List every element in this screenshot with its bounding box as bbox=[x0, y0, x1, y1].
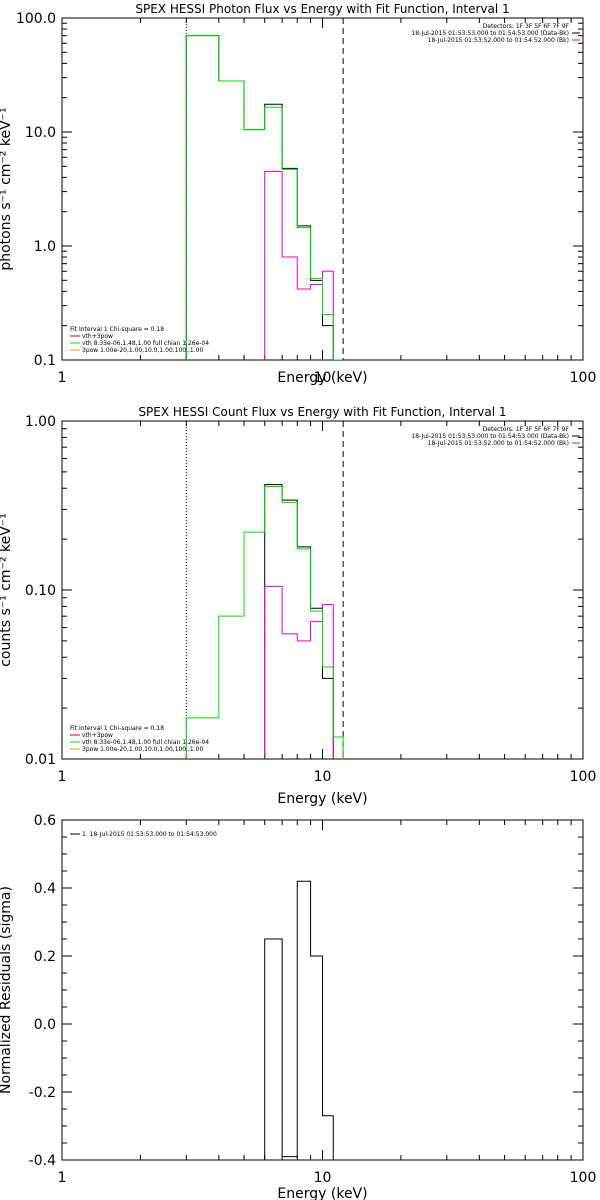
y-tick-label: 0.1 bbox=[34, 353, 56, 369]
x-tick-label: 10 bbox=[314, 769, 332, 785]
y-tick-label: 1.0 bbox=[34, 239, 56, 255]
x-axis-label: Energy (keV) bbox=[277, 1186, 367, 1200]
y-axis-label: counts s⁻¹ cm⁻² keV⁻¹ bbox=[0, 513, 14, 667]
legend-entry: Fit Interval 1 Chi-square = 0.18 bbox=[70, 326, 164, 333]
chart-panel-2: SPEX HESSI Count Flux vs Energy with Fit… bbox=[0, 405, 596, 807]
series-3-step-line bbox=[185, 485, 344, 759]
x-tick-label: 10 bbox=[314, 370, 332, 386]
info-line: 18-Jul-2015 01:53:52.000 to 01:54:52.000… bbox=[428, 37, 569, 44]
x-tick-label: 10 bbox=[314, 1170, 332, 1186]
series-3-step-line bbox=[185, 35, 344, 360]
info-line: 18-Jul-2015 01:53:53.000 to 01:54:53.000… bbox=[411, 433, 569, 440]
series-2-step-line bbox=[264, 171, 334, 360]
x-tick-label: 1 bbox=[58, 370, 67, 386]
info-line: Detectors: 1F 3F 5F 6F 7F 9F bbox=[483, 23, 570, 30]
legend-entry: vth 8.33e-06,1.48,1.00 full chian 1.26e-… bbox=[82, 739, 209, 746]
y-tick-label: 10.0 bbox=[25, 125, 56, 141]
y-tick-label: 0.4 bbox=[34, 881, 56, 897]
y-tick-label: 100.0 bbox=[16, 11, 56, 27]
legend-entry: Fit Interval 1 Chi-square = 0.18 bbox=[70, 725, 164, 732]
info-line: 18-Jul-2015 01:53:52.000 to 01:54:52.000… bbox=[428, 440, 569, 447]
x-tick-label: 100 bbox=[570, 370, 597, 386]
x-axis-label: Energy (keV) bbox=[277, 791, 367, 807]
y-tick-label: -0.2 bbox=[29, 1085, 56, 1101]
legend-entry: vth 8.33e-06,1.48,1.00 full chian 1.26e-… bbox=[82, 340, 209, 347]
y-tick-label: 0.2 bbox=[34, 949, 56, 965]
chart-title: SPEX HESSI Photon Flux vs Energy with Fi… bbox=[135, 2, 509, 16]
x-tick-label: 100 bbox=[570, 1170, 597, 1186]
series-2-step-line bbox=[264, 585, 334, 759]
series-1-step-line bbox=[264, 880, 334, 1160]
x-axis-label: Energy (keV) bbox=[277, 370, 367, 386]
plot-frame bbox=[61, 420, 584, 760]
chart-title: SPEX HESSI Count Flux vs Energy with Fit… bbox=[138, 405, 506, 419]
x-tick-label: 1 bbox=[58, 1170, 67, 1186]
legend-entry: 3pow 1.00e-20,1.00,10.0,1.00,100.,1.00 bbox=[82, 746, 203, 753]
y-tick-label: 0.0 bbox=[34, 1017, 56, 1033]
series-1-step-line bbox=[264, 484, 344, 759]
legend-entry: vth+3pow bbox=[82, 333, 113, 340]
x-tick-label: 100 bbox=[570, 769, 597, 785]
chart-panel-3: 1 10 100 -0.4 -0.2 0.0 0.2 0.4 0.6 Energy (keV) No… bbox=[0, 813, 596, 1200]
chart-panel-1: SPEX HESSI Photon Flux vs Energy with Fi… bbox=[0, 2, 596, 386]
legend-entry: vth+3pow bbox=[82, 732, 113, 739]
x-tick-label: 1 bbox=[58, 769, 67, 785]
legend-entry: 1. 18-Jul-2015 01:53:53.000 to 01:54:53.… bbox=[82, 831, 217, 838]
y-tick-label: 0.6 bbox=[34, 813, 56, 829]
y-axis-label: Normalized Residuals (sigma) bbox=[0, 886, 14, 1094]
info-line: Detectors: 1F 3F 5F 6F 7F 9F bbox=[483, 426, 570, 433]
y-axis-label: photons s⁻¹ cm⁻² keV⁻¹ bbox=[0, 107, 14, 270]
legend-entry: 3pow 1.00e-20,1.00,10.0,1.00,100.,1.00 bbox=[82, 347, 203, 354]
y-tick-label: 0.10 bbox=[25, 583, 56, 599]
y-tick-label: 0.01 bbox=[25, 752, 56, 768]
info-line: 18-Jul-2015 01:53:53.000 to 01:54:53.000… bbox=[411, 30, 569, 37]
y-tick-label: 1.00 bbox=[25, 414, 56, 430]
y-tick-label: -0.4 bbox=[29, 1153, 56, 1169]
